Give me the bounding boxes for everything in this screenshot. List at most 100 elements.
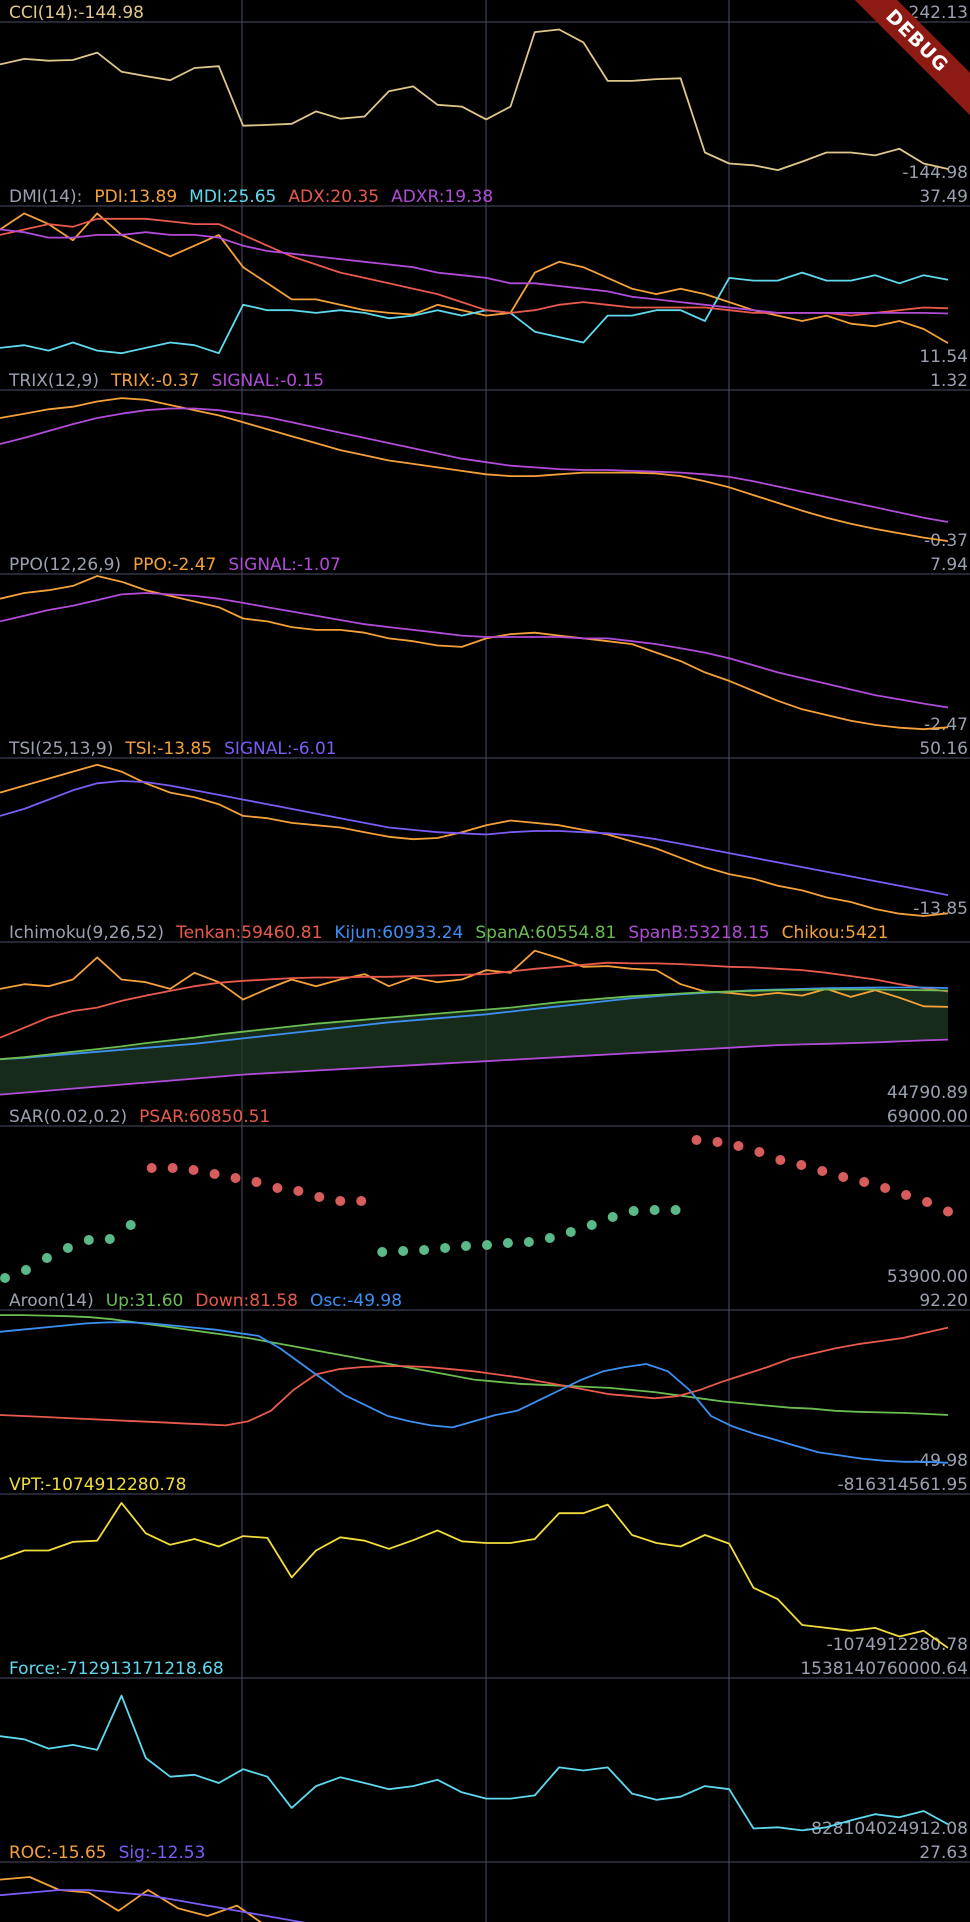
- series-line-tenkan: [0, 961, 949, 1039]
- sar-dot: [838, 1172, 849, 1182]
- sar-dot: [440, 1243, 451, 1253]
- legend-label: CCI(14):-144.98: [9, 3, 144, 23]
- y-max-label: 27.63: [919, 1843, 968, 1863]
- sar-dot: [544, 1233, 555, 1243]
- legend-label: Sig:-12.53: [119, 1843, 206, 1863]
- y-min-label: 44790.89: [887, 1083, 968, 1103]
- sar-dot: [880, 1183, 891, 1193]
- y-max-label: 92.20: [919, 1291, 968, 1311]
- y-max-label: 242.13: [909, 3, 968, 23]
- panel-aroon: Aroon(14) Up:31.60 Down:81.58 Osc:-49.98 92.…: [0, 1291, 970, 1471]
- sar-dot: [859, 1177, 870, 1187]
- sar-dot: [62, 1243, 73, 1253]
- legend-label: Down:81.58: [195, 1291, 298, 1311]
- y-min-label: -144.98: [902, 163, 968, 183]
- legend-label: TSI:-13.85: [124, 739, 212, 759]
- panel-sar: SAR(0.02,0.2) PSAR:60850.51 69000.00 53900.…: [0, 1107, 970, 1287]
- sar-dot: [335, 1196, 346, 1206]
- series-line-osc: [0, 1321, 949, 1464]
- legend-label: SIGNAL:-1.07: [228, 555, 341, 575]
- y-max-label: 1538140760000.64: [800, 1659, 968, 1679]
- sar-dot: [230, 1173, 241, 1183]
- panel-tsi: TSI(25,13,9) TSI:-13.85 SIGNAL:-6.01 50.16 -…: [0, 739, 970, 919]
- legend-label: TSI(25,13,9): [8, 739, 113, 759]
- ichimoku-cloud: [0, 989, 948, 1095]
- sar-dot: [733, 1141, 744, 1151]
- sar-dot: [481, 1240, 492, 1250]
- legend-label: SpanA:60554.81: [475, 923, 616, 943]
- legend-label: SIGNAL:-0.15: [212, 371, 325, 391]
- legend-label: SIGNAL:-6.01: [224, 739, 337, 759]
- sar-dot: [356, 1196, 367, 1206]
- panel-trix: TRIX(12,9) TRIX:-0.37 SIGNAL:-0.15 1.32-0.3…: [0, 371, 970, 551]
- y-max-label: 37.49: [919, 187, 968, 207]
- series-line-roc: [0, 1876, 262, 1922]
- panel-vpt: VPT:-1074912280.78 -816314561.95 -10749122…: [0, 1475, 970, 1655]
- legend-label: Tenkan:59460.81: [175, 923, 322, 943]
- legend-label: Chikou:5421: [782, 923, 889, 943]
- y-min-label: -49.98: [913, 1451, 968, 1471]
- y-min-label: -1074912280.78: [827, 1635, 968, 1655]
- legend-label: PPO(12,26,9): [9, 555, 121, 575]
- series-line-ppo: [0, 575, 949, 731]
- sar-dot: [796, 1160, 807, 1170]
- y-max-label: 1.32: [930, 371, 968, 391]
- sar-dot: [943, 1206, 953, 1217]
- panel-dmi: DMI(14): PDI:13.89 MDI:25.65 ADX:20.35 ADXR:…: [0, 187, 970, 367]
- legend-label: Osc:-49.98: [310, 1291, 402, 1311]
- series-line-signal: [0, 407, 949, 523]
- panel-force: Force:-712913171218.68 1538140760000.64 -8…: [0, 1659, 970, 1839]
- series-line-tsi: [0, 763, 949, 917]
- sar-dot: [922, 1197, 933, 1207]
- sar-dot: [398, 1246, 409, 1256]
- legend-label: TRIX:-0.37: [110, 371, 200, 391]
- sar-dot: [817, 1166, 828, 1176]
- legend-label: PPO:-2.47: [133, 555, 216, 575]
- sar-dot: [209, 1169, 220, 1179]
- sar-dot: [419, 1245, 430, 1255]
- series-line-vpt: [0, 1502, 949, 1649]
- legend-label: DMI(14):: [9, 187, 82, 207]
- series-line-down: [0, 1326, 949, 1427]
- sar-dot: [314, 1192, 325, 1202]
- legend-label: ROC:-15.65: [9, 1843, 107, 1863]
- series-line-trix: [0, 397, 949, 542]
- series-line-spana: [0, 988, 949, 1061]
- y-min-label: 53900.00: [887, 1267, 968, 1287]
- y-max-label: 7.94: [930, 555, 968, 575]
- sar-dot: [775, 1155, 786, 1165]
- series-line-spanb: [0, 1038, 949, 1096]
- legend-label: SpanB:53218.15: [628, 923, 769, 943]
- panel-cci: CCI(14):-144.98 242.13 -144.98: [0, 3, 970, 183]
- sar-dot: [272, 1183, 283, 1193]
- panel-ppo: PPO(12,26,9) PPO:-2.47 SIGNAL:-1.07 7.94 -2.…: [0, 555, 970, 735]
- sar-dot: [502, 1238, 513, 1248]
- sar-dot: [125, 1220, 136, 1230]
- series-line-sig: [0, 1889, 307, 1922]
- legend-label: Ichimoku(9,26,52): [9, 923, 164, 943]
- panel-roc: ROC:-15.65 Sig:-12.53 27.63: [0, 1843, 970, 1922]
- sar-dot: [146, 1163, 157, 1173]
- sar-dot: [188, 1165, 199, 1175]
- sar-dot: [20, 1265, 31, 1275]
- legend-label: SAR(0.02,0.2): [9, 1107, 127, 1127]
- legend-label: Kijun:60933.24: [334, 923, 463, 943]
- sar-dot: [461, 1241, 472, 1251]
- legend-label: Up:31.60: [106, 1291, 184, 1311]
- sar-dot: [523, 1237, 534, 1247]
- legend-label: PSAR:60850.51: [139, 1107, 270, 1127]
- sar-dot: [901, 1190, 912, 1200]
- legend-label: TRIX(12,9): [8, 371, 99, 391]
- sar-dot: [628, 1206, 639, 1216]
- y-min-label: -13.85: [913, 899, 968, 919]
- y-min-label: -2.47: [924, 715, 968, 735]
- y-min-label: 11.54: [919, 347, 968, 367]
- legend-label: PDI:13.89: [94, 187, 177, 207]
- series-line-signal: [0, 592, 949, 709]
- legend-label: Aroon(14): [9, 1291, 94, 1311]
- y-min-label: -828104024912.08: [805, 1819, 968, 1839]
- sar-dot: [712, 1137, 723, 1147]
- y-max-label: -816314561.95: [837, 1475, 968, 1495]
- sar-dot: [670, 1205, 681, 1215]
